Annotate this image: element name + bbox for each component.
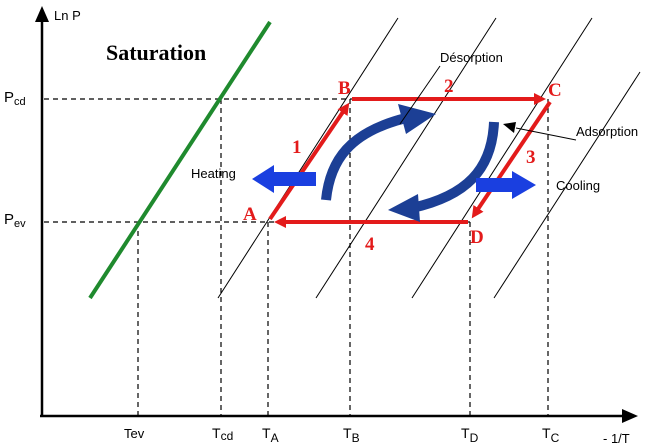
cooling-arrow (476, 171, 536, 199)
step-label-2: 2 (444, 76, 454, 97)
isostere-line (217, 17, 399, 299)
pcd-label: Pcd (4, 89, 26, 108)
adsorption-leader-head (503, 122, 516, 133)
adsorption-flow-arrow (410, 121, 499, 213)
step-label-4: 4 (365, 234, 375, 255)
x-axis-arrowhead (622, 409, 638, 423)
y-axis-label: Ln P (54, 8, 81, 23)
y-axis-arrowhead (35, 6, 49, 22)
point-label-c: C (548, 80, 562, 101)
x-axis-label: - 1/T (603, 431, 630, 446)
tcd-label: Tcd (212, 425, 233, 443)
pev-label: Pev (4, 211, 26, 230)
cycle-edge-1 (268, 102, 350, 221)
ta-label: TA (262, 425, 279, 445)
desorption-leader (399, 65, 441, 125)
heating-label: Heating (191, 166, 236, 181)
adsorption-flow-arrowhead (388, 194, 420, 222)
tev-label: Tev (124, 426, 145, 441)
isostere-line (493, 71, 641, 299)
tc-label: TC (542, 425, 560, 445)
desorption-label: Désorption (440, 50, 503, 65)
point-label-b: B (338, 78, 351, 99)
isostere-lines (217, 17, 641, 299)
adsorption-label: Adsorption (576, 124, 638, 139)
step-label-1: 1 (292, 137, 302, 158)
heating-arrow (252, 165, 316, 193)
adsorption-leader (515, 127, 577, 141)
point-label-d: D (470, 227, 484, 248)
isostere-line (315, 17, 497, 299)
desorption-flow-arrowhead (398, 104, 436, 134)
step-label-3: 3 (526, 147, 536, 168)
saturation-label: Saturation (106, 40, 206, 65)
cycle-path (268, 93, 552, 228)
tb-label: TB (343, 425, 360, 445)
saturation-line (88, 20, 272, 300)
point-label-a: A (243, 204, 257, 225)
cooling-label: Cooling (556, 178, 600, 193)
desorption-flow-arrow (321, 113, 408, 201)
td-label: TD (461, 425, 479, 445)
isostere-line (411, 17, 593, 299)
cycle-edge-3 (471, 100, 552, 219)
